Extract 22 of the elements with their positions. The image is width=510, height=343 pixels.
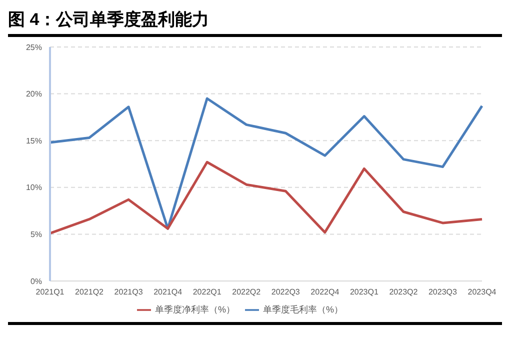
chart-title: 图 4：公司单季度盈利能力 <box>8 8 502 37</box>
x-tick-label: 2021Q2 <box>75 288 104 297</box>
y-tick-label: 5% <box>30 230 42 240</box>
x-tick-label: 2023Q1 <box>350 288 379 297</box>
x-tick-label: 2022Q2 <box>232 288 262 297</box>
x-tick-label: 2021Q4 <box>154 288 183 297</box>
legend-label: 单季度净利率（%） <box>154 304 235 314</box>
y-tick-label: 25% <box>26 42 42 52</box>
x-tick-label: 2023Q2 <box>389 288 418 297</box>
y-tick-label: 15% <box>26 136 42 146</box>
line-series <box>48 160 484 235</box>
y-tick-label: 10% <box>26 183 42 192</box>
x-tick-label: 2021Q1 <box>36 288 65 297</box>
x-tick-label: 2021Q3 <box>114 288 144 297</box>
x-tick-label: 2022Q4 <box>310 288 340 297</box>
x-tick-label: 2023Q4 <box>468 288 497 297</box>
y-tick-label: 0% <box>30 276 42 286</box>
x-tick-label: 2023Q3 <box>428 288 458 297</box>
x-tick-label: 2022Q3 <box>271 288 300 297</box>
legend-label: 单季度毛利率（%） <box>263 304 344 314</box>
y-tick-label: 20% <box>26 90 42 99</box>
x-tick-label: 2022Q1 <box>192 288 222 297</box>
